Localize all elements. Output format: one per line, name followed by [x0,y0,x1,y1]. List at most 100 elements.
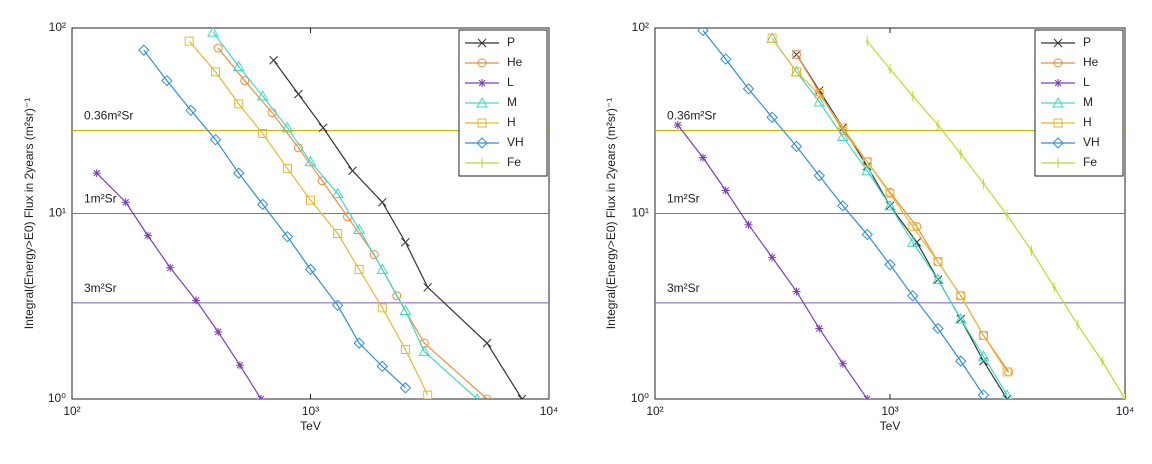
data-point [318,123,328,133]
series-line [866,40,1125,399]
data-point [813,169,825,182]
data-point [376,263,389,274]
data-point [1001,389,1013,399]
data-point [161,74,173,87]
legend-label: L [507,75,514,89]
data-point [1029,245,1034,256]
data-point [211,67,221,77]
data-point [214,327,223,336]
data-point [884,199,896,211]
data-point [792,287,801,296]
data-point [400,344,410,354]
reference-label: 3m²Sr [667,281,700,295]
data-point [473,392,481,399]
y-tick-label: 10⁰ [48,391,66,405]
data-point [1005,210,1010,221]
data-point [977,350,990,361]
reference-label: 0.36m²Sr [84,109,133,123]
data-point [861,228,873,241]
data-point [121,198,130,207]
data-point [354,264,364,274]
legend-marker [478,79,486,87]
data-point [482,394,492,399]
data-point [353,223,366,234]
data-point [240,76,250,86]
data-point [910,90,915,101]
y-tick-label: 10⁰ [631,391,649,405]
x-axis-label: TeV [300,419,321,433]
legend-marker [477,58,487,68]
data-point [482,338,492,348]
y-tick-label: 10¹ [632,206,649,220]
data-point [885,189,895,199]
legend-marker [476,96,488,108]
data-point [293,143,303,153]
data-point [232,167,245,179]
data-point [744,220,753,229]
x-tick-label: 10³ [302,404,319,418]
data-point [932,322,944,335]
data-point [517,394,527,399]
data-point [884,258,896,271]
legend-marker [1052,137,1064,149]
legend-label: He [1083,55,1099,69]
legend-label: VH [507,135,524,149]
reference-label: 3m²Sr [84,281,117,295]
data-point [235,361,244,370]
data-point [423,390,433,399]
data-point [184,36,194,46]
data-point [767,33,777,43]
reference-label: 1m²Sr [84,192,117,206]
data-point [721,186,730,195]
data-point [256,198,269,211]
data-point [92,169,101,178]
legend-marker [477,118,487,128]
data-point [143,231,152,240]
y-axis-label: Integral(Energy>E0) Flux in 2years (m²sr… [22,98,36,329]
plot-content: 0.36m²Sr 1m²Sr 3m²Sr [72,28,549,399]
data-point [955,355,967,367]
data-point [814,89,824,99]
data-point [908,222,918,232]
data-point [720,53,732,65]
data-point [958,148,963,159]
data-point [1002,394,1012,399]
data-point [837,200,849,212]
y-tick-label: 10¹ [49,206,66,220]
series-line [212,31,478,399]
data-point [815,324,824,333]
data-point [768,253,777,262]
legend-marker [1052,96,1064,108]
data-point [401,237,410,247]
data-point [1052,282,1057,293]
legend-marker [1054,79,1062,87]
data-point [979,356,988,366]
data-point [256,89,269,101]
y-axis-label: Integral(Energy>E0) Flux in 2years (m²sr… [604,98,618,329]
legend-label: H [1083,115,1092,129]
data-point [1004,367,1014,377]
data-point [191,296,200,305]
data-point [836,130,849,142]
legend-marker [477,38,487,48]
data-point [906,236,919,247]
data-point [766,111,778,124]
data-point [185,104,197,117]
legend-marker [480,158,484,168]
data-point [933,257,943,267]
series-line [771,37,1008,373]
data-point [979,330,989,340]
data-point [862,157,872,167]
data-point [863,395,872,399]
data-point [377,303,387,313]
data-point [304,263,317,276]
legend-label: M [1083,95,1093,109]
data-point [861,164,874,176]
reference-label: 1m²Sr [667,192,700,206]
legend-marker [1053,118,1063,128]
data-point [333,229,343,239]
series-line [143,49,406,389]
data-point [348,166,357,176]
x-tick-label: 10⁴ [540,404,559,418]
data-point [888,64,892,75]
